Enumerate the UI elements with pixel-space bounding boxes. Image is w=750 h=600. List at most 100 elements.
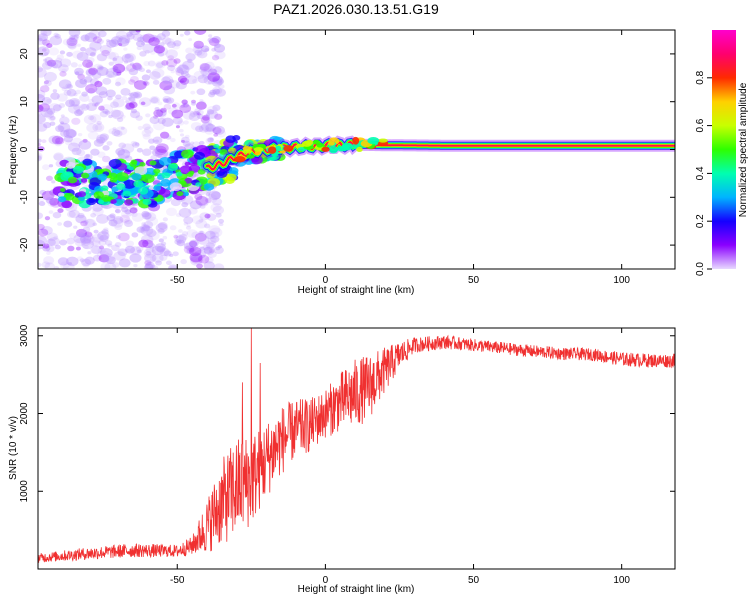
spectrogram-cell	[48, 135, 61, 145]
spectrogram-cell	[93, 138, 104, 147]
spectrogram-cell	[178, 229, 183, 233]
spectrogram-cell	[200, 116, 210, 124]
spectrogram-cell	[66, 88, 77, 97]
spectrogram-cell	[157, 117, 166, 125]
spectrogram-cell	[128, 68, 139, 76]
spectrogram-cell	[190, 141, 195, 145]
spectrogram-cell	[172, 116, 183, 125]
spectrogram-cell	[185, 134, 190, 139]
spectrogram-cell	[136, 45, 143, 51]
spectrogram-cell	[154, 44, 160, 49]
spectrogram-cell	[201, 114, 210, 121]
spectrogram-cell	[121, 206, 129, 213]
spectrogram-cell	[186, 247, 195, 255]
spectrogram-cell	[204, 48, 210, 52]
spectrogram-cell	[85, 68, 97, 77]
spectrogram-cell	[115, 126, 128, 136]
spectrogram-cell	[196, 88, 206, 96]
spectrogram-cell	[184, 161, 191, 166]
spectrogram-cell	[80, 178, 88, 183]
spectrogram-cell	[378, 138, 388, 143]
spectrogram-cell	[86, 57, 95, 64]
spectrogram-cell	[174, 239, 182, 245]
spectrogram-cell	[206, 105, 218, 115]
spectrogram-cell	[141, 224, 150, 231]
spectrogram-cell	[98, 105, 105, 111]
spectrogram-cell	[216, 169, 228, 178]
spectrogram-cell	[72, 165, 85, 174]
spectrogram-cell	[179, 180, 187, 186]
spectrogram-cell	[49, 121, 56, 126]
spectrogram-cell	[206, 108, 215, 115]
spectrogram-cell	[85, 154, 90, 158]
spectrogram-cell	[198, 140, 205, 146]
spectrogram-cell	[136, 249, 142, 254]
spectrogram-cell	[106, 39, 117, 48]
spectrogram-cell	[203, 223, 211, 229]
spectrogram-cell	[55, 57, 63, 63]
spectrogram-cell	[166, 58, 178, 68]
spectrogram-cell	[161, 60, 169, 66]
spectrogram-cell	[195, 195, 209, 206]
spectrogram-cell	[115, 94, 122, 100]
spectrogram-cell	[181, 231, 189, 236]
spectrogram-cell	[225, 135, 236, 143]
spectrogram-cell	[38, 123, 48, 132]
spectrogram-cell	[246, 154, 255, 159]
spectrogram-cell	[61, 200, 73, 209]
spectrogram-cell	[83, 244, 89, 250]
spectrogram-cell	[123, 67, 130, 72]
spectrogram-cell	[176, 239, 186, 247]
spectrogram-cell	[92, 203, 103, 212]
spectrogram-cell	[160, 179, 171, 187]
spectrogram-cell	[207, 237, 217, 244]
spectrogram-cell	[147, 262, 153, 267]
spectrogram-cell	[196, 50, 208, 59]
spectrogram-cell	[145, 245, 155, 253]
spectrogram-cell	[127, 96, 132, 100]
spectrogram-cell	[214, 50, 226, 60]
spectrogram-cell	[189, 246, 202, 257]
spectrogram-cell	[132, 141, 140, 148]
spectrogram-cell	[182, 110, 196, 120]
spectrogram-cell	[125, 240, 135, 248]
spectrogram-cell	[49, 35, 63, 46]
spectrogram-cell	[90, 148, 100, 156]
spectrogram-cell	[151, 68, 165, 78]
spectrogram-cell	[183, 120, 189, 125]
spectrogram-cell	[38, 67, 47, 78]
spectrogram-cell	[38, 146, 45, 152]
spectrogram-cell	[92, 207, 104, 217]
spectrogram-cell	[86, 102, 98, 112]
spectrogram-ridge-core	[206, 141, 675, 171]
spectrogram-cell	[126, 63, 137, 72]
spectrogram-cell	[133, 64, 143, 71]
spectrogram-cell	[215, 88, 227, 97]
spectrogram-cell	[213, 144, 220, 149]
spectrogram-cell	[96, 53, 107, 62]
spectrogram-cell	[169, 266, 176, 269]
spectrogram-cell	[159, 248, 170, 257]
spectrogram-cell	[79, 93, 90, 102]
spectrogram-cell	[120, 114, 126, 119]
spectrogram-cell	[41, 97, 52, 105]
spectrogram-cell	[205, 193, 218, 204]
spectrogram-cell	[94, 124, 103, 131]
spectrogram-cell	[181, 99, 188, 105]
spectrogram-cell	[211, 78, 223, 87]
spectrogram-cell	[116, 183, 126, 190]
spectrogram-cell	[149, 160, 157, 166]
spectrogram-cell	[94, 103, 99, 107]
spectrogram-cell	[144, 263, 154, 269]
spectrogram-cell	[129, 62, 135, 66]
spectrogram-cell	[133, 263, 138, 268]
spectrogram-cell	[38, 89, 46, 99]
spectrogram-cell	[96, 214, 109, 224]
spectrogram-cell	[142, 33, 155, 43]
spectrogram-cell	[198, 254, 210, 264]
spectrogram-cell	[96, 66, 109, 76]
spectrogram-cell	[119, 214, 131, 223]
spectrogram-cell	[154, 139, 159, 143]
spectrogram-cell	[79, 258, 85, 263]
spectrogram-cell	[204, 61, 215, 70]
